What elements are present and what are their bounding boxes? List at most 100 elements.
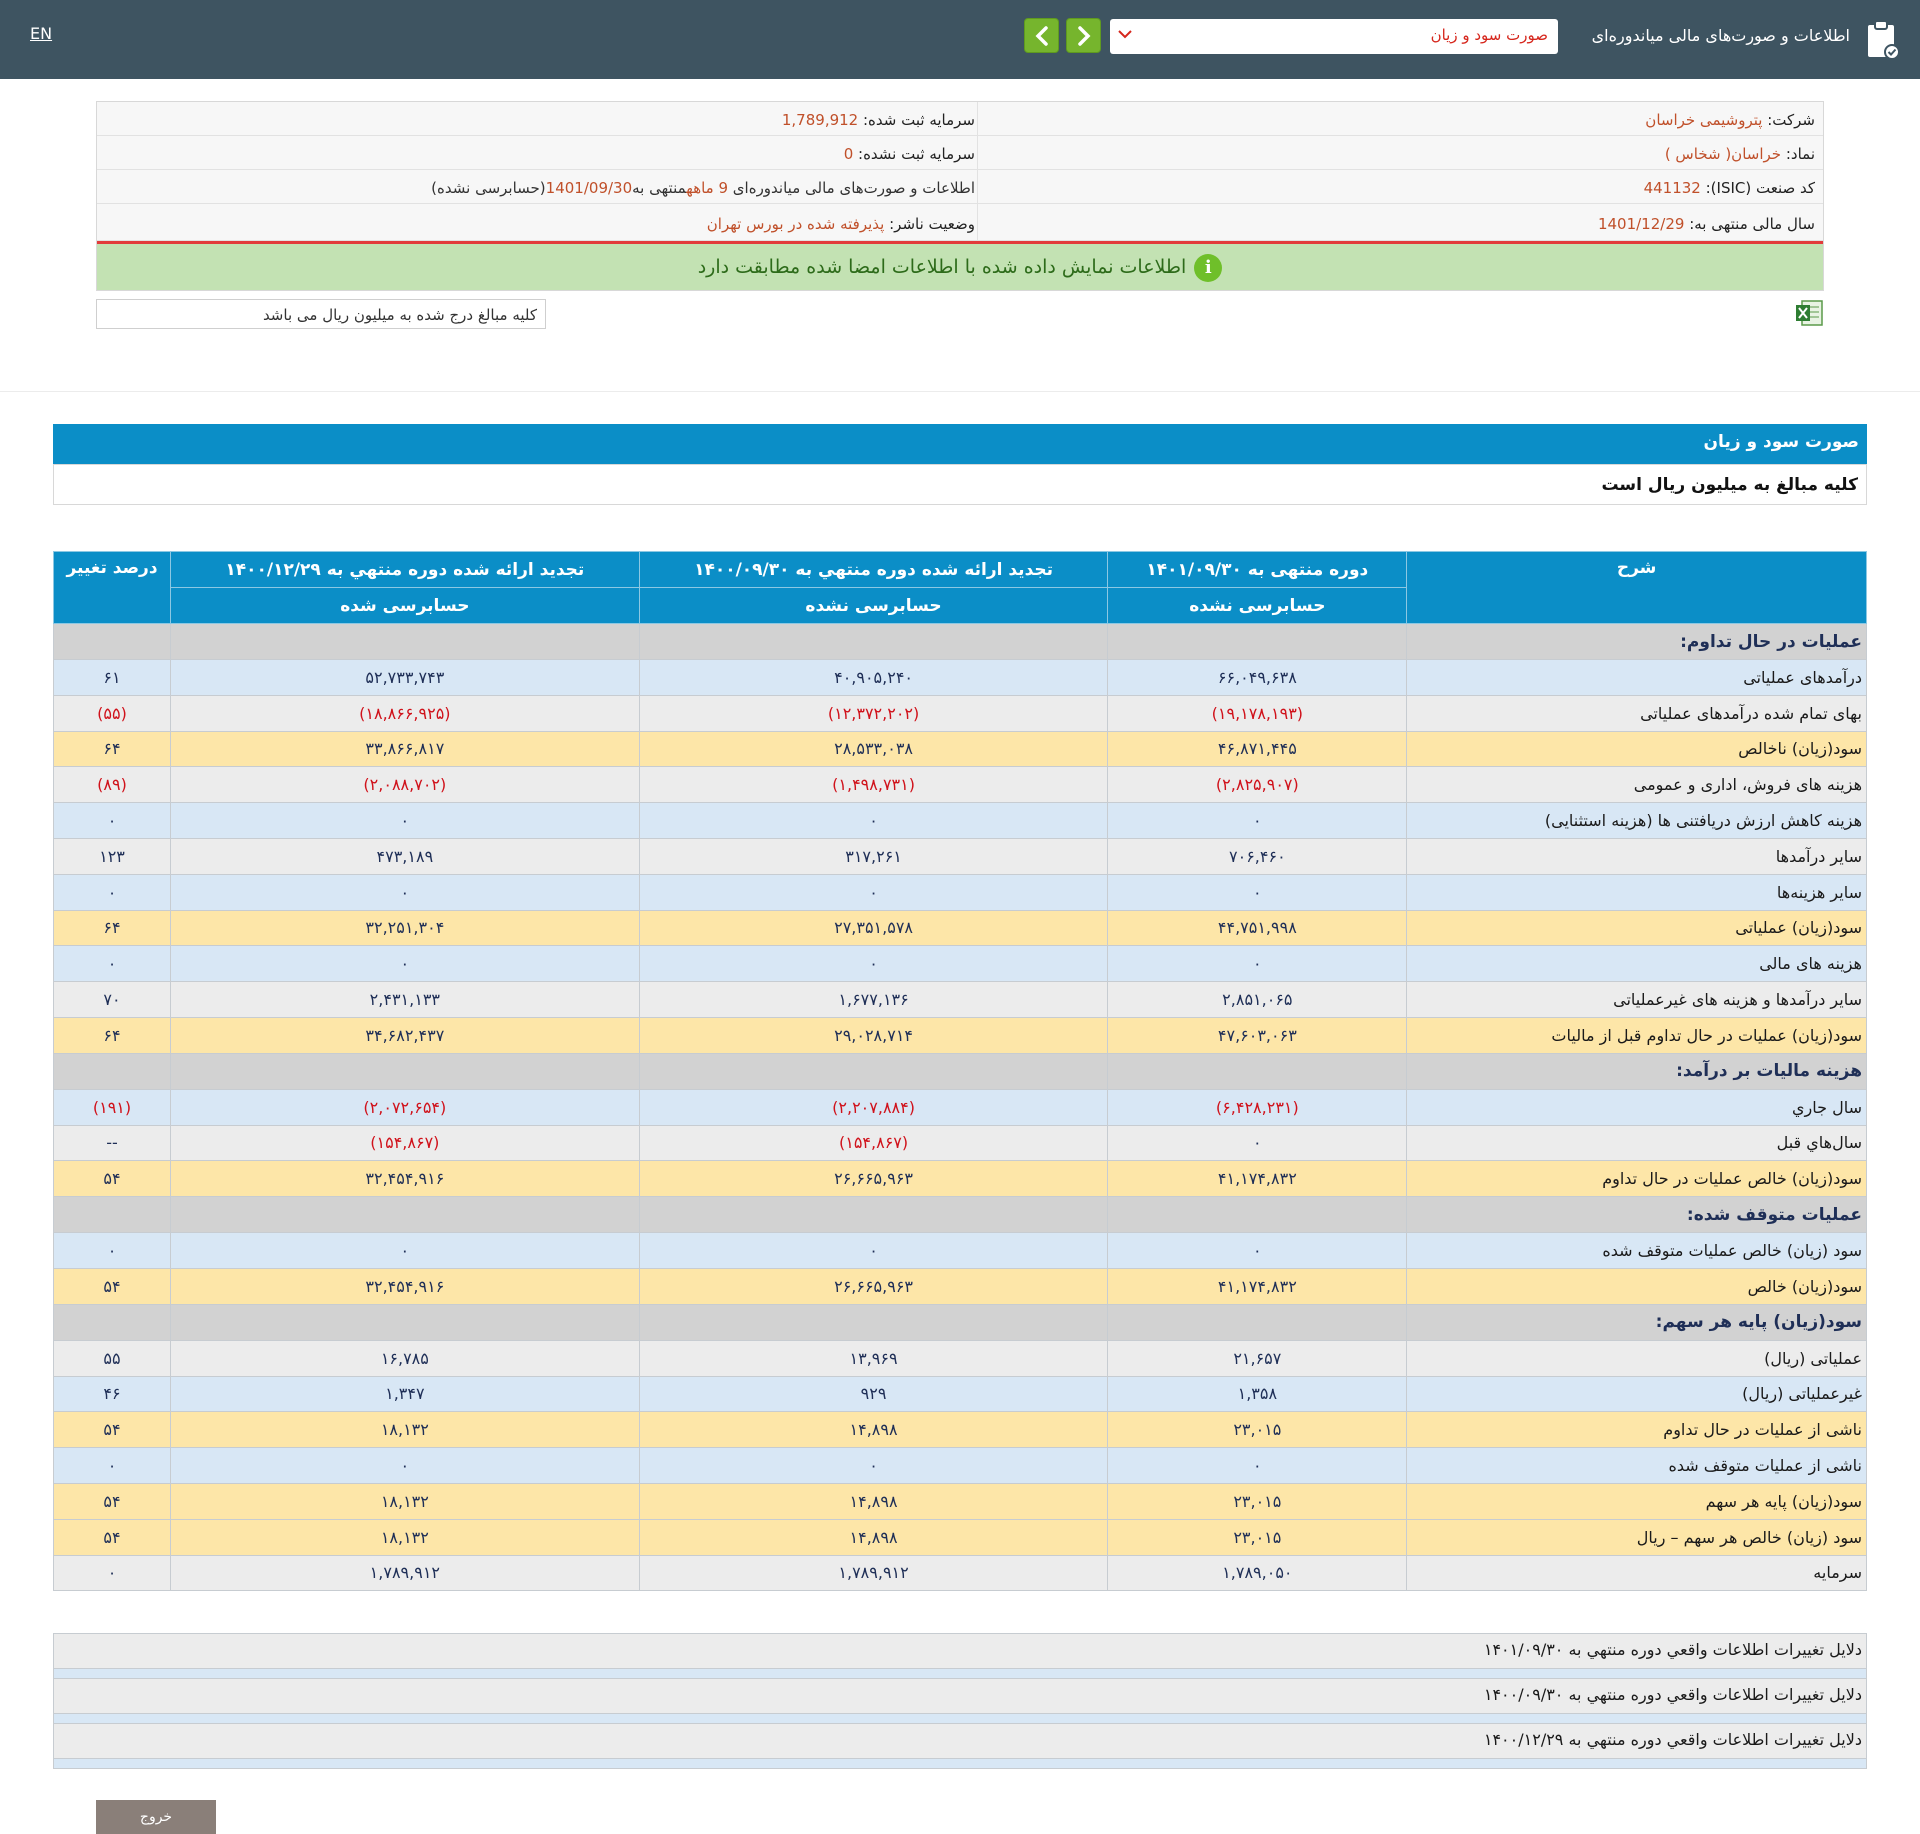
prev-report-button[interactable] <box>1024 18 1059 53</box>
row-value-c2 <box>638 1052 1109 1090</box>
table-row: سایر هزینه‌ها ۰ ۰ ۰ ۰ <box>53 873 1867 911</box>
symbol-label: نماد: <box>1785 145 1815 163</box>
row-value-c3: ۲,۴۳۱,۱۳۳ <box>169 981 640 1018</box>
fiscal-year-value: 1401/12/29 <box>1597 215 1685 233</box>
row-value-c3: (۲,۰۷۲,۶۵۴) <box>169 1088 640 1126</box>
row-value-c2: ۱۴,۸۹۸ <box>638 1518 1109 1556</box>
chevron-down-icon <box>1118 30 1132 39</box>
table-row: سال جاري (۶,۴۲۸,۲۳۱) (۲,۲۰۷,۸۸۴) (۲,۰۷۲,۶۵۴… <box>53 1088 1867 1126</box>
row-value-c2: ۰ <box>638 1232 1109 1269</box>
row-description: سود(زیان) عملیاتی <box>1406 909 1867 947</box>
change-reason-row[interactable]: دلایل تغییرات اطلاعات واقعي دوره منتهي ب… <box>53 1723 1867 1769</box>
row-value-c3: ۰ <box>169 945 640 983</box>
exit-button[interactable]: خروج <box>96 1800 216 1834</box>
row-value-c4: -- <box>53 1124 171 1162</box>
company-info-panel: شرکت: پتروشیمی خراسان سرمایه ثبت شده: 1,… <box>96 101 1824 291</box>
row-value-c3: ۰ <box>169 873 640 911</box>
change-reason-label: دلایل تغییرات اطلاعات واقعي دوره منتهي ب… <box>1483 1685 1862 1704</box>
row-value-c3 <box>169 1303 640 1341</box>
row-value-c3 <box>169 1052 640 1090</box>
row-value-c4: ۵۴ <box>53 1267 171 1305</box>
company-label: شرکت: <box>1767 111 1815 129</box>
row-value-c1: (۲,۸۲۵,۹۰۷) <box>1107 766 1408 804</box>
row-value-c4: ۶۱ <box>53 659 171 696</box>
row-value-c3: (۱۸,۸۶۶,۹۲۵) <box>169 694 640 732</box>
row-description: سود(زیان) ناخالص <box>1406 730 1867 768</box>
row-value-c4: (۱۹۱) <box>53 1088 171 1126</box>
header-col3-audit: حسابرسی شده <box>169 587 640 624</box>
chevron-right-icon <box>1078 26 1091 46</box>
row-value-c3: ۰ <box>169 802 640 839</box>
header-col2: تجدید ارائه شده دوره منتهي به ۱۴۰۰/۰۹/۳۰ <box>638 551 1109 588</box>
row-value-c3: ۵۲,۷۳۳,۷۴۳ <box>169 659 640 696</box>
language-switch-link[interactable]: EN <box>30 24 53 43</box>
row-value-c4: ۵۴ <box>53 1518 171 1556</box>
row-value-c2: ۱,۷۸۹,۹۱۲ <box>638 1554 1109 1592</box>
row-value-c2: (۱۵۴,۸۶۷) <box>638 1124 1109 1162</box>
excel-export-icon[interactable] <box>1794 298 1824 328</box>
row-value-c1: ۰ <box>1107 1447 1408 1484</box>
row-value-c4: ۶۴ <box>53 1016 171 1054</box>
row-description: سرمایه <box>1406 1554 1867 1592</box>
publisher-status-value: پذیرفته شده در بورس تهران <box>706 215 885 233</box>
row-value-c4: ۰ <box>53 802 171 839</box>
change-reason-content <box>54 1668 1866 1678</box>
isic-value: 441132 <box>1643 179 1701 197</box>
row-description: سود(زیان) پایه هر سهم <box>1406 1482 1867 1520</box>
row-description: ناشی از عملیات متوقف شده <box>1406 1447 1867 1484</box>
table-row: ناشی از عملیات متوقف شده ۰ ۰ ۰ ۰ <box>53 1447 1867 1484</box>
table-row: درآمدهای عملیاتی ۶۶,۰۴۹,۶۳۸ ۴۰,۹۰۵,۲۴۰ ۵۲,۷… <box>53 659 1867 696</box>
table-row: سود(زیان) خالص عملیات در حال تداوم ۴۱,۱۷۴… <box>53 1160 1867 1198</box>
row-value-c2: ۱۴,۸۹۸ <box>638 1482 1109 1520</box>
row-value-c4: ۵۵ <box>53 1339 171 1377</box>
row-value-c4: ۵۴ <box>53 1411 171 1449</box>
row-value-c4: ۴۶ <box>53 1375 171 1413</box>
row-value-c2: ۴۰,۹۰۵,۲۴۰ <box>638 659 1109 696</box>
row-value-c2: ۰ <box>638 1447 1109 1484</box>
change-reason-content <box>54 1758 1866 1768</box>
statement-title: صورت سود و زیان <box>53 424 1867 464</box>
table-row: سود(زیان) خالص ۴۱,۱۷۴,۸۳۲ ۲۶,۶۶۵,۹۶۳ ۳۲,۴۵۴… <box>53 1267 1867 1305</box>
unregistered-capital-label: سرمایه ثبت نشده: <box>858 145 975 163</box>
registered-capital-value: 1,789,912 <box>781 111 859 129</box>
row-value-c2 <box>638 623 1109 660</box>
row-value-c3 <box>169 1196 640 1234</box>
table-row: سود (زیان) خالص عملیات متوقف شده ۰ ۰ ۰ ۰ <box>53 1232 1867 1269</box>
next-report-button[interactable] <box>1066 18 1101 53</box>
row-value-c3: ۰ <box>169 1447 640 1484</box>
row-value-c1: ۲,۸۵۱,۰۶۵ <box>1107 981 1408 1018</box>
table-row: سرمایه ۱,۷۸۹,۰۵۰ ۱,۷۸۹,۹۱۲ ۱,۷۸۹,۹۱۲ ۰ <box>53 1554 1867 1592</box>
report-type-select[interactable]: صورت سود و زیان <box>1110 19 1558 54</box>
row-description: عملیاتی (ریال) <box>1406 1339 1867 1377</box>
table-row: هزینه های مالی ۰ ۰ ۰ ۰ <box>53 945 1867 983</box>
row-description: سال‌هاي قبل <box>1406 1124 1867 1162</box>
symbol-link[interactable]: خراسان( شخاس ) <box>1664 145 1782 163</box>
report-type-selected: صورت سود و زیان <box>1430 26 1548 44</box>
section-separator <box>0 391 1920 392</box>
change-reason-row[interactable]: دلایل تغییرات اطلاعات واقعي دوره منتهي ب… <box>53 1633 1867 1679</box>
row-value-c3: ۱,۷۸۹,۹۱۲ <box>169 1554 640 1592</box>
row-value-c1 <box>1107 1052 1408 1090</box>
page-title: اطلاعات و صورت‌های مالی میاندوره‌ای <box>1591 26 1850 45</box>
section-header-row: عملیات متوقف شده: <box>53 1196 1867 1234</box>
row-description: سود (زیان) خالص عملیات متوقف شده <box>1406 1232 1867 1269</box>
row-description: عملیات در حال تداوم: <box>1406 623 1867 660</box>
change-reason-row[interactable]: دلایل تغییرات اطلاعات واقعي دوره منتهي ب… <box>53 1678 1867 1724</box>
row-value-c1 <box>1107 1303 1408 1341</box>
row-description: سایر درآمدها و هزینه های غیرعملیاتی <box>1406 981 1867 1018</box>
row-value-c3: ۳۲,۲۵۱,۳۰۴ <box>169 909 640 947</box>
row-description: هزینه های فروش، اداری و عمومی <box>1406 766 1867 804</box>
row-description: سایر هزینه‌ها <box>1406 873 1867 911</box>
row-value-c3: ۱۸,۱۳۲ <box>169 1482 640 1520</box>
table-row: سایر درآمدها و هزینه های غیرعملیاتی ۲,۸۵۱… <box>53 981 1867 1018</box>
row-value-c2 <box>638 1196 1109 1234</box>
unit-note: کلیه مبالغ درج شده به میلیون ریال می باش… <box>96 299 546 329</box>
row-value-c2: ۲۷,۳۵۱,۵۷۸ <box>638 909 1109 947</box>
row-value-c1: ۴۶,۸۷۱,۴۴۵ <box>1107 730 1408 768</box>
chevron-left-icon <box>1035 26 1048 46</box>
row-value-c4: ۶۴ <box>53 730 171 768</box>
row-description: غیرعملیاتی (ریال) <box>1406 1375 1867 1413</box>
section-header-row: سود(زیان) پایه هر سهم: <box>53 1303 1867 1341</box>
row-value-c3: ۳۲,۴۵۴,۹۱۶ <box>169 1267 640 1305</box>
row-description: سود(زیان) پایه هر سهم: <box>1406 1303 1867 1341</box>
